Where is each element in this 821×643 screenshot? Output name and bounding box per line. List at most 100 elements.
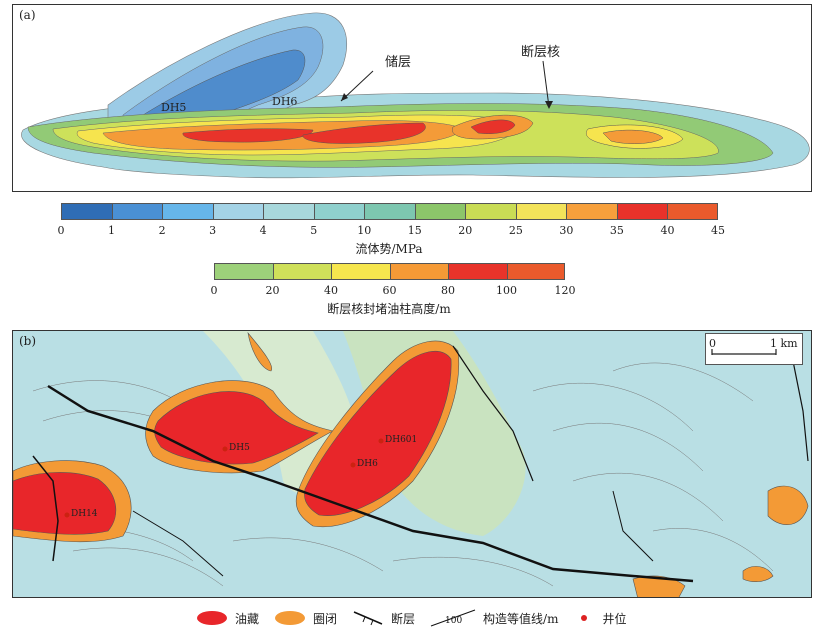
- scale-bar-start: 0: [709, 337, 716, 350]
- fault-southeast: [612, 490, 654, 562]
- well-label-dh14: DH14: [71, 509, 98, 519]
- colorbar-tick-label: 0: [57, 224, 65, 237]
- colorbar-segment: [61, 203, 112, 220]
- colorbar-tick-label: 20: [265, 284, 280, 297]
- trap-north: [247, 331, 273, 372]
- well-label-dh601: DH601: [385, 435, 418, 445]
- colorbar-tick-label: 35: [609, 224, 624, 237]
- colorbar-tick-label: 25: [508, 224, 523, 237]
- colorbar-fluid-potential-title: 流体势/MPa: [355, 242, 423, 256]
- well-label-dh5: DH5: [161, 101, 187, 114]
- panel-a-fluid-potential-map: (a) DH5 DH6 储层 断层核: [12, 4, 812, 192]
- colorbar-tick-label: 10: [357, 224, 372, 237]
- scale-bar-end: 1 km: [770, 337, 798, 350]
- legend-label-contour: 构造等值线/m: [483, 611, 559, 626]
- main-fault: [47, 384, 694, 583]
- colorbar-segment: [616, 203, 668, 220]
- contour-orange-far-east: [602, 129, 664, 144]
- well-label-dh6-b: DH6: [357, 459, 378, 469]
- colorbar-tick-label: 5: [310, 224, 318, 237]
- colorbar-segment: [667, 203, 718, 220]
- well-label-dh6: DH6: [272, 95, 298, 108]
- oil-symbol-icon: [197, 611, 227, 625]
- legend-item-contour: 100 构造等值线/m: [429, 608, 558, 628]
- legend-label-fault: 断层: [391, 611, 416, 626]
- contour-core-red-3: [470, 119, 516, 134]
- colorbar-tick-label: 120: [554, 284, 576, 297]
- fault-central: [452, 345, 534, 482]
- well-label-dh5-b: DH5: [229, 443, 250, 453]
- colorbar-segment: [162, 203, 213, 220]
- colorbar-tick-label: 0: [210, 284, 218, 297]
- colorbar-segment: [313, 203, 365, 220]
- colorbar-segment: [506, 263, 565, 280]
- map-legend: 油藏 圈闭 断层 100 构造等值线/m 井位: [195, 604, 627, 632]
- legend-label-well: 井位: [602, 611, 627, 626]
- fault-core-arrow: [542, 60, 550, 108]
- colorbar-segment: [448, 263, 507, 280]
- contour-core-red-2: [302, 122, 426, 144]
- colorbar-segment: [414, 203, 466, 220]
- colorbar-segment: [515, 203, 567, 220]
- colorbar-tick-label: 45: [711, 224, 725, 237]
- legend-label-oil: 油藏: [235, 611, 260, 626]
- legend-label-trap: 圈闭: [313, 611, 338, 626]
- panel-b-label: (b): [19, 334, 37, 348]
- colorbar-tick-label: 3: [209, 224, 217, 237]
- fault-east: [792, 360, 809, 462]
- fault-core-annotation: 断层核: [521, 45, 561, 60]
- oil-dh14: [13, 472, 117, 535]
- fault-core-arrowhead: [545, 101, 553, 109]
- colorbar-tick-label: 15: [407, 224, 422, 237]
- colorbar-tick-label: 1: [108, 224, 116, 237]
- colorbar-oil-column-title: 断层核封堵油柱高度/m: [327, 302, 451, 316]
- well-dot-dh601: [378, 438, 384, 444]
- colorbar-segment: [212, 203, 264, 220]
- legend-item-well: 井位: [572, 609, 627, 627]
- colorbar-tick-label: 4: [259, 224, 267, 237]
- colorbar-fluid-potential: [61, 203, 718, 220]
- colorbar-segment: [331, 263, 390, 280]
- structure-contours: [32, 362, 774, 587]
- trap-symbol-icon: [275, 611, 306, 625]
- colorbar-segment: [111, 203, 163, 220]
- panel-b-map: [13, 331, 809, 597]
- contour-symbol-icon: 100: [430, 609, 476, 627]
- well-dot-dh5: [222, 446, 228, 452]
- colorbar-tick-label: 60: [382, 284, 397, 297]
- well-symbol-icon: [581, 615, 588, 621]
- colorbar-tick-label: 20: [458, 224, 473, 237]
- colorbar-segment: [465, 203, 516, 220]
- scale-bar: 0 1 km: [705, 333, 803, 365]
- colorbar-tick-label: 80: [441, 284, 455, 297]
- reservoir-annotation: 储层: [385, 55, 412, 70]
- fault-west: [32, 455, 59, 562]
- colorbar-segment: [364, 203, 415, 220]
- legend-item-trap: 圈闭: [273, 609, 337, 627]
- colorbar-segment: [566, 203, 617, 220]
- fault-southwest: [132, 510, 224, 577]
- reservoir-arrowhead: [341, 93, 348, 101]
- colorbar-tick-label: 100: [496, 284, 517, 297]
- fault-symbol-icon: [353, 611, 383, 626]
- panel-a-label: (a): [19, 8, 36, 22]
- colorbar-segment: [214, 263, 273, 280]
- colorbar-tick-label: 2: [158, 224, 166, 237]
- well-dot-dh6: [350, 462, 356, 468]
- colorbar-tick-label: 30: [559, 224, 574, 237]
- colorbar-tick-label: 40: [324, 284, 338, 297]
- trap-southeast: [742, 566, 774, 582]
- colorbar-segment: [389, 263, 448, 280]
- colorbar-segment: [263, 203, 314, 220]
- colorbar-tick-label: 40: [660, 224, 675, 237]
- trap-east: [767, 485, 809, 525]
- well-dot-dh14: [64, 512, 70, 518]
- legend-item-oil: 油藏: [195, 609, 259, 627]
- colorbar-oil-column: [214, 263, 565, 280]
- legend-contour-sample: 100: [445, 616, 462, 626]
- oil-dh6: [304, 351, 452, 516]
- panel-a-contours: [21, 12, 810, 179]
- oil-dh5: [154, 391, 319, 465]
- legend-item-fault: 断层: [351, 608, 415, 628]
- panel-b-structure-map: (b) DH5 DH6 DH601 DH14 0 1 km: [12, 330, 812, 598]
